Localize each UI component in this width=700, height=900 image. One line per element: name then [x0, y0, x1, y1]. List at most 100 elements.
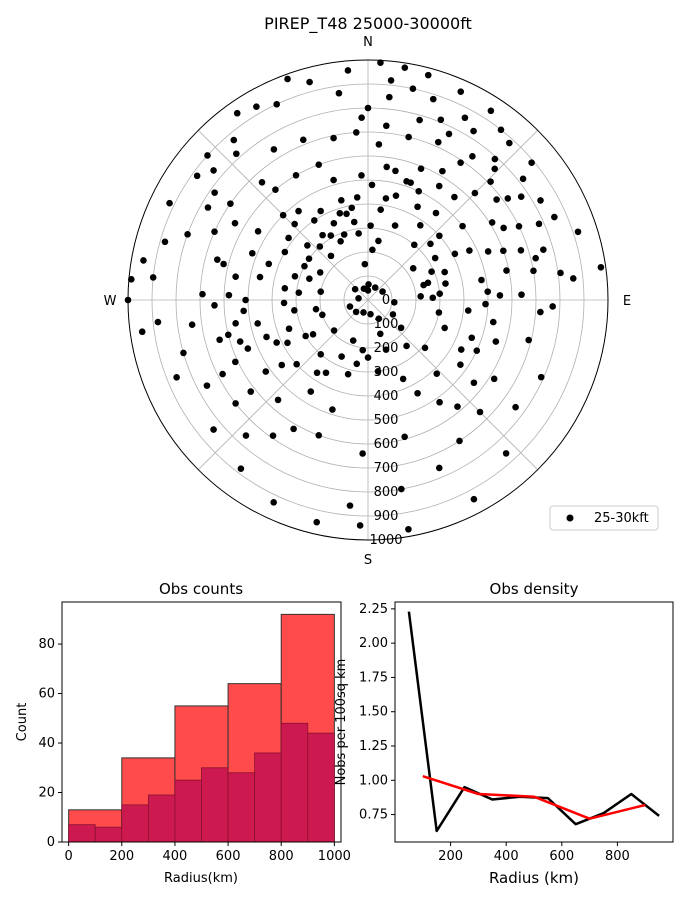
scatter-point — [429, 95, 437, 103]
scatter-point — [270, 498, 277, 506]
scatter-point — [210, 426, 217, 433]
scatter-point — [284, 339, 291, 347]
scatter-point — [517, 247, 525, 254]
density-axes-frame — [394, 601, 674, 843]
scatter-point — [432, 209, 440, 217]
scatter-point — [358, 172, 365, 179]
hist-bar — [121, 804, 149, 843]
scatter-point — [337, 197, 345, 204]
scatter-point — [382, 195, 390, 202]
scatter-point — [435, 464, 443, 472]
legend-marker — [566, 514, 574, 522]
hist-x-tick-label: 200 — [109, 849, 134, 864]
hist-xlabel: Radius(km) — [164, 871, 238, 886]
scatter-point — [242, 432, 250, 439]
scatter-point — [199, 290, 206, 298]
scatter-point — [352, 129, 360, 136]
scatter-point — [429, 294, 437, 302]
scatter-point — [317, 207, 324, 215]
scatter-point — [382, 346, 390, 353]
scatter-point — [377, 59, 384, 67]
hist-bars — [68, 613, 335, 843]
scatter-point — [491, 165, 499, 173]
scatter-point — [424, 71, 432, 79]
hist-x-tick-label: 800 — [269, 849, 294, 864]
scatter-point — [348, 204, 356, 212]
scatter-point — [244, 345, 252, 352]
scatter-point — [356, 522, 364, 529]
scatter-point — [337, 237, 344, 245]
scatter-point — [428, 268, 435, 275]
radial-tick-label: 1000 — [369, 533, 402, 548]
scatter-point — [437, 116, 445, 124]
scatter-point — [138, 328, 146, 336]
density-y-tick-label: 1.25 — [359, 739, 388, 754]
scatter-point — [457, 88, 465, 96]
scatter-point — [427, 240, 434, 248]
scatter-point — [537, 373, 545, 381]
scatter-point — [484, 248, 492, 255]
scatter-point — [355, 295, 362, 302]
scatter-point — [219, 370, 226, 378]
hist-axes-frame — [61, 601, 342, 843]
hist-y-tick-label: 80 — [38, 637, 55, 652]
scatter-point — [367, 222, 374, 229]
density-y-tick-label: 0.75 — [359, 808, 388, 823]
direction-n: N — [363, 35, 373, 50]
scatter-point — [377, 330, 384, 338]
scatter-point — [312, 305, 320, 313]
radial-tick-label: 700 — [374, 461, 399, 476]
scatter-point — [233, 109, 241, 117]
radial-tick-label: 400 — [374, 389, 399, 404]
hist-bar — [147, 794, 176, 843]
scatter-point — [247, 388, 255, 395]
scatter-point — [367, 310, 374, 318]
scatter-point — [530, 267, 537, 275]
scatter-point — [456, 437, 463, 445]
scatter-point — [435, 182, 443, 190]
scatter-point — [441, 324, 448, 332]
hist-bar — [307, 732, 335, 843]
scatter-point — [433, 370, 441, 378]
scatter-point — [417, 165, 425, 173]
scatter-point — [291, 307, 298, 314]
hist-y-tick-label: 60 — [38, 687, 55, 702]
hist-title: Obs counts — [159, 580, 243, 598]
scatter-point — [403, 342, 410, 350]
scatter-point — [457, 361, 464, 368]
scatter-point — [322, 369, 330, 377]
scatter-point — [441, 268, 448, 276]
direction-e: E — [623, 294, 631, 309]
scatter-point — [204, 204, 212, 211]
scatter-point — [461, 114, 469, 122]
hist-bar — [201, 767, 229, 843]
scatter-point — [302, 332, 309, 340]
scatter-point — [254, 228, 262, 235]
scatter-point — [281, 285, 289, 292]
scatter-point — [216, 336, 223, 344]
scatter-point — [504, 195, 512, 202]
scatter-point — [256, 273, 264, 281]
scatter-point — [262, 368, 270, 375]
scatter-point — [211, 228, 218, 235]
scatter-point — [299, 136, 307, 144]
scatter-point — [519, 175, 527, 183]
scatter-point — [273, 100, 281, 108]
scatter-point — [193, 172, 201, 180]
scatter-point — [184, 231, 191, 238]
scatter-point — [232, 320, 239, 327]
density-line — [407, 611, 660, 833]
hist-bar — [254, 752, 282, 843]
scatter-point — [383, 163, 391, 171]
scatter-point — [220, 260, 227, 268]
scatter-point — [377, 206, 384, 213]
scatter-point — [436, 290, 444, 298]
scatter-point — [306, 78, 313, 86]
scatter-point — [436, 398, 443, 406]
scatter-point — [525, 336, 532, 344]
scatter-point — [258, 178, 266, 186]
density-x-tick-label: 800 — [605, 849, 630, 864]
scatter-point — [273, 339, 280, 346]
scatter-point — [383, 122, 390, 130]
